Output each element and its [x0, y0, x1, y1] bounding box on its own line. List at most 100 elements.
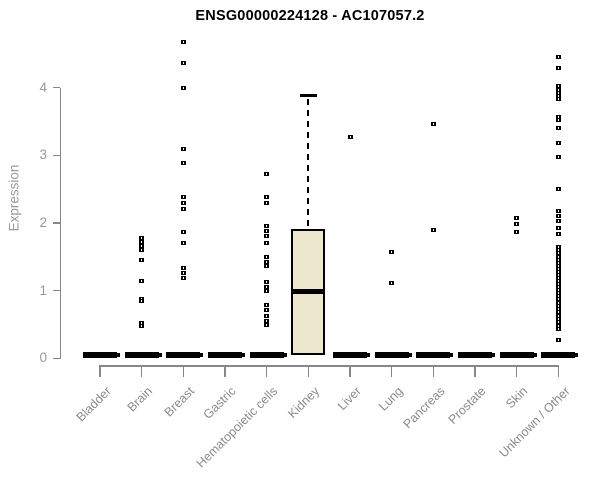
x-axis-line: [99, 365, 560, 367]
x-category-label: Skin: [503, 384, 531, 412]
outlier-point: [555, 93, 561, 98]
x-category-label: Pancreas: [400, 384, 448, 432]
outlier-point: [180, 85, 186, 90]
outlier-point: [555, 326, 561, 331]
outlier-point: [139, 299, 145, 304]
outlier-point: [264, 229, 270, 234]
outlier-point: [139, 248, 145, 253]
outlier-point: [264, 224, 270, 229]
outlier-point: [555, 260, 561, 265]
outlier-point: [264, 308, 270, 313]
outlier-point: [514, 229, 520, 234]
outlier-point: [555, 96, 561, 101]
outlier-point: [180, 201, 186, 206]
outlier-point: [430, 121, 436, 126]
outlier-point: [264, 288, 270, 293]
zero-boxplot-bar: [249, 351, 287, 359]
outlier-point: [555, 275, 561, 280]
outlier-point: [555, 248, 561, 253]
outlier-point: [555, 338, 561, 343]
outlier-point: [555, 294, 561, 299]
outlier-point: [555, 306, 561, 311]
outlier-point: [555, 54, 561, 59]
y-tick-label: 1: [39, 282, 47, 298]
median-line: [291, 288, 326, 294]
outlier-point: [264, 194, 270, 199]
outlier-point: [555, 281, 561, 286]
outlier-point: [555, 154, 561, 159]
outlier-point: [555, 254, 561, 259]
outlier-point: [180, 276, 186, 281]
outlier-point: [264, 201, 270, 206]
x-category-label: Gastric: [201, 384, 239, 422]
outlier-point: [139, 244, 145, 248]
zero-boxplot-bar: [208, 351, 245, 359]
outlier-point: [555, 323, 561, 328]
outlier-point: [555, 279, 561, 284]
y-tick: [52, 87, 60, 89]
x-tick: [391, 366, 393, 378]
x-tick: [474, 366, 476, 378]
outlier-point: [514, 222, 520, 227]
y-tick-label: 3: [39, 147, 47, 163]
outlier-point: [180, 266, 186, 271]
outlier-point: [264, 323, 270, 328]
zero-boxplot-bar: [499, 351, 537, 359]
outlier-point: [180, 161, 186, 166]
outlier-point: [555, 285, 561, 290]
x-tick: [432, 366, 435, 378]
outlier-point: [347, 135, 353, 140]
outlier-point: [555, 287, 561, 292]
x-tick: [182, 366, 185, 378]
x-category-label: Hematopoietic cells: [194, 384, 281, 471]
outlier-point: [555, 300, 561, 305]
outlier-point: [555, 226, 561, 231]
outlier-point: [139, 323, 145, 328]
outlier-point: [555, 317, 561, 322]
outlier-point: [139, 296, 145, 301]
outlier-point: [555, 263, 561, 268]
x-tick: [266, 366, 268, 378]
outlier-point: [139, 321, 145, 326]
zero-boxplot-bar: [83, 351, 120, 359]
outlier-point: [555, 91, 561, 96]
x-tick: [349, 366, 351, 378]
zero-boxplot-bar: [374, 351, 412, 359]
y-tick: [52, 154, 60, 157]
outlier-point: [555, 87, 561, 92]
outlier-point: [389, 250, 395, 255]
x-tick: [516, 366, 518, 378]
zero-boxplot-bar: [166, 351, 204, 359]
x-category-label: Brain: [125, 384, 156, 415]
outlier-point: [555, 313, 561, 318]
outlier-point: [555, 267, 561, 271]
outlier-point: [180, 40, 186, 45]
outlier-point: [264, 259, 270, 264]
x-category-label: Bladder: [73, 384, 114, 425]
outlier-point: [180, 241, 186, 246]
outlier-point: [555, 303, 561, 308]
x-category-label: Prostate: [446, 384, 489, 427]
outlier-point: [555, 125, 561, 130]
outlier-point: [555, 251, 561, 256]
x-tick: [307, 366, 310, 378]
outlier-point: [555, 269, 561, 274]
zero-boxplot-bar: [333, 351, 371, 359]
outlier-point: [139, 235, 145, 240]
outlier-point: [264, 319, 270, 324]
zero-boxplot-bar: [416, 351, 454, 359]
y-tick: [52, 290, 60, 292]
outlier-point: [555, 320, 561, 325]
y-tick-label: 4: [39, 79, 47, 95]
outlier-point: [555, 291, 561, 296]
zero-boxplot-bar: [541, 351, 579, 359]
outlier-point: [555, 209, 561, 214]
outlier-point: [264, 313, 270, 318]
y-tick: [52, 222, 60, 224]
x-tick: [557, 366, 560, 378]
x-category-label: Liver: [334, 384, 364, 414]
outlier-point: [264, 172, 270, 177]
zero-boxplot-bar: [458, 351, 496, 359]
zero-boxplot-bar: [124, 351, 162, 359]
